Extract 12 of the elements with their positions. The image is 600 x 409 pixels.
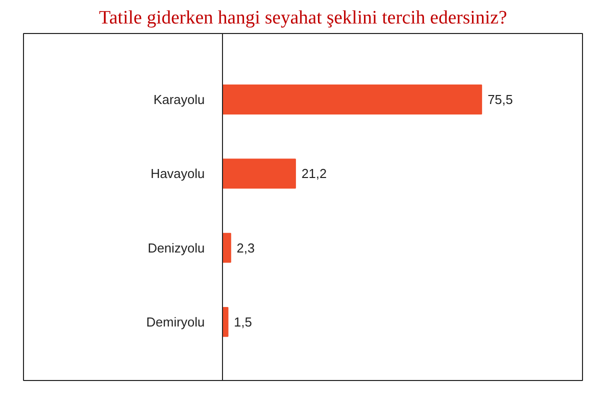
y-tick-label: Karayolu <box>153 92 205 107</box>
y-tick-label: Havayolu <box>150 166 205 182</box>
bar <box>222 158 296 189</box>
y-tick-label: Denizyolu <box>148 240 205 256</box>
y-tick-label: Demiryolu <box>146 314 205 330</box>
data-label: 1,5 <box>234 314 252 330</box>
bar <box>222 84 482 114</box>
bar <box>222 306 228 337</box>
data-label: 21,2 <box>301 166 327 182</box>
data-label: 75,5 <box>488 92 513 107</box>
chart-title: Tatile giderken hangi seyahat şeklini tercih edersiniz? <box>98 8 508 28</box>
data-label: 2,3 <box>236 240 255 256</box>
